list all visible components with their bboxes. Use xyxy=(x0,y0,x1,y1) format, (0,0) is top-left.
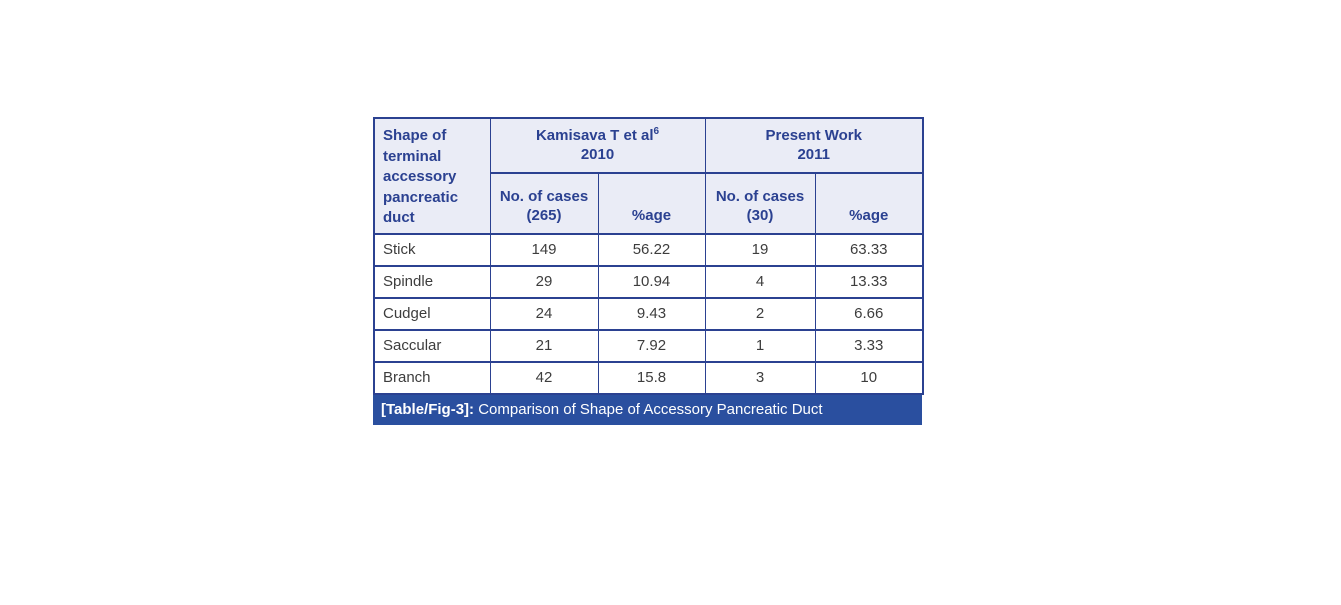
shape-cell: Stick xyxy=(373,232,491,267)
table-row: Saccular 21 7.92 1 3.33 xyxy=(373,328,924,363)
cases-2010-cell: 21 xyxy=(489,328,599,363)
table-caption: [Table/Fig-3]: Comparison of Shape of Ac… xyxy=(373,394,922,425)
group-title: Present Work xyxy=(765,127,862,145)
shape-cell: Cudgel xyxy=(373,296,491,331)
pct-2010-cell: 9.43 xyxy=(597,296,706,331)
header-sub-row: No. of cases (265) %age No. of cases (30… xyxy=(374,171,924,235)
caption-text: Comparison of Shape of Accessory Pancrea… xyxy=(474,400,823,418)
pct-2010-cell: 15.8 xyxy=(597,360,706,395)
pct-2011-cell: 13.33 xyxy=(814,264,924,299)
pct-2010-cell: 10.94 xyxy=(597,264,706,299)
cases-2011-cell: 3 xyxy=(704,360,816,395)
subheader-cases-2011: No. of cases (30) xyxy=(704,171,816,235)
caption-label: [Table/Fig-3]: xyxy=(381,400,475,418)
table-row: Spindle 29 10.94 4 13.33 xyxy=(373,264,924,299)
shape-cell: Branch xyxy=(373,360,491,395)
group-year: 2010 xyxy=(580,146,615,164)
pct-2011-cell: 63.33 xyxy=(814,232,924,267)
header-group-row: Shape of terminal accessory pancreatic d… xyxy=(373,117,924,235)
table-figure: Shape of terminal accessory pancreatic d… xyxy=(373,117,924,425)
subheader-cases-2010: No. of cases (265) xyxy=(489,171,599,235)
citation-superscript: 6 xyxy=(653,126,660,138)
corner-header-cell: Shape of terminal accessory pancreatic d… xyxy=(373,117,491,235)
shape-cell: Saccular xyxy=(373,328,491,363)
cases-2010-cell: 24 xyxy=(489,296,599,331)
pct-2011-cell: 10 xyxy=(814,360,924,395)
cases-2010-cell: 149 xyxy=(489,232,599,267)
pct-2010-cell: 56.22 xyxy=(597,232,706,267)
group-title: Kamisava T et al xyxy=(535,127,654,145)
subheader-pct-2011: %age xyxy=(814,171,924,235)
comparison-table: Shape of terminal accessory pancreatic d… xyxy=(373,117,924,395)
cases-2010-cell: 29 xyxy=(489,264,599,299)
cases-2011-cell: 19 xyxy=(704,232,816,267)
pct-2010-cell: 7.92 xyxy=(597,328,706,363)
table-row: Stick 149 56.22 19 63.33 xyxy=(373,232,924,267)
pct-2011-cell: 3.33 xyxy=(814,328,924,363)
table-row: Branch 42 15.8 3 10 xyxy=(373,360,924,395)
cases-2010-cell: 42 xyxy=(489,360,599,395)
group-header-present-work: Present Work 2011 xyxy=(704,117,924,174)
group-year: 2011 xyxy=(797,146,831,164)
subheader-pct-2010: %age xyxy=(597,171,706,235)
cases-2011-cell: 1 xyxy=(704,328,816,363)
pct-2011-cell: 6.66 xyxy=(814,296,924,331)
group-header-kamisava: Kamisava T et al6 2010 xyxy=(489,117,706,174)
table-row: Cudgel 24 9.43 2 6.66 xyxy=(373,296,924,331)
shape-cell: Spindle xyxy=(373,264,491,299)
cases-2011-cell: 2 xyxy=(704,296,816,331)
cases-2011-cell: 4 xyxy=(704,264,816,299)
